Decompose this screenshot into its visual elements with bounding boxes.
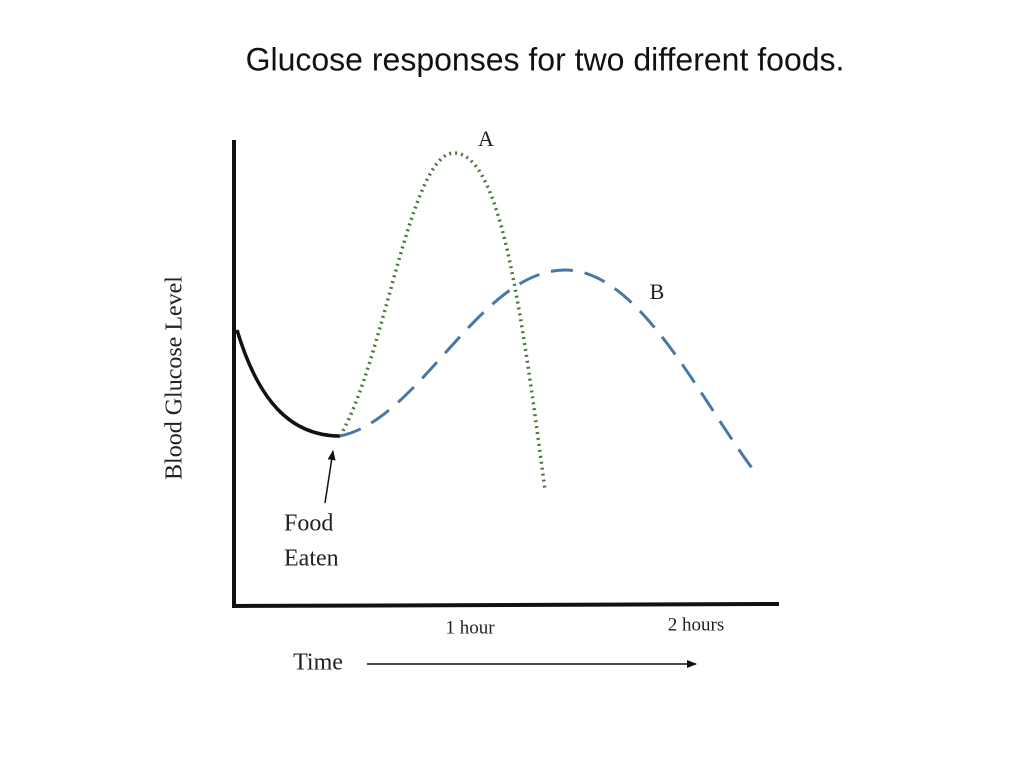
x-axis-label: Time	[293, 650, 343, 676]
annotation-arrow	[324, 450, 336, 504]
curve-label: B	[650, 279, 665, 304]
title: Glucose responses for two different food…	[246, 41, 845, 77]
x-mark-label: 2 hours	[668, 614, 724, 635]
x-axis	[231, 602, 780, 608]
curve-label: A	[478, 126, 494, 151]
baseline-curve	[235, 329, 341, 438]
x-mark-label: 1 hour	[445, 617, 495, 638]
annotation-text: Food	[284, 511, 333, 537]
curve-a	[338, 151, 547, 491]
curve-b	[339, 268, 757, 473]
y-axis-label: Blood Glucose Level	[162, 276, 188, 480]
annotation-text: Eaten	[284, 546, 339, 572]
